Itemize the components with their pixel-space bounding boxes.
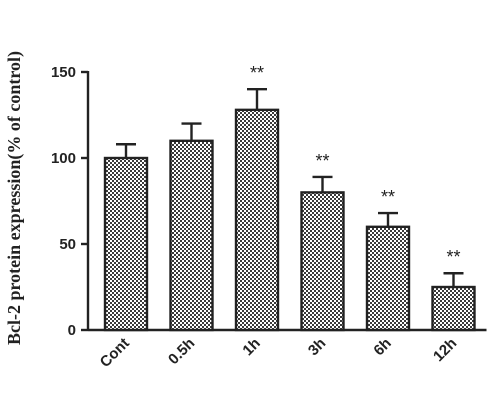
x-tick-label-3h: 3h	[305, 335, 329, 359]
x-tick-label-6h: 6h	[370, 335, 394, 359]
bar-Cont	[103, 156, 149, 332]
y-tick-label: 0	[68, 322, 76, 339]
bar-6h	[365, 225, 411, 332]
x-tick-label-12h: 12h	[430, 335, 460, 365]
x-tick-label-Cont: Cont	[97, 335, 133, 371]
y-tick-label: 150	[51, 64, 76, 81]
bar-3h	[300, 191, 345, 332]
bar-1h	[234, 108, 280, 332]
y-tick-label: 100	[51, 150, 76, 167]
y-tick-label: 50	[59, 236, 76, 253]
bars: ** ** ** **	[103, 63, 476, 332]
y-axis: 0 50 100 150	[51, 64, 90, 339]
bar-0.5h	[169, 139, 214, 332]
significance-mark-12h: **	[446, 247, 460, 267]
x-axis: Cont 0.5h 1h 3h 6h 12h	[88, 328, 487, 371]
bar-12h	[431, 285, 476, 332]
y-axis-label: Bcl-2 protein expression(% of control)	[4, 51, 25, 345]
significance-mark-3h: **	[315, 151, 329, 171]
significance-mark-6h: **	[381, 187, 395, 207]
x-tick-label-1h: 1h	[239, 335, 263, 359]
significance-mark-1h: **	[250, 63, 264, 83]
x-tick-label-0.5h: 0.5h	[165, 335, 198, 368]
